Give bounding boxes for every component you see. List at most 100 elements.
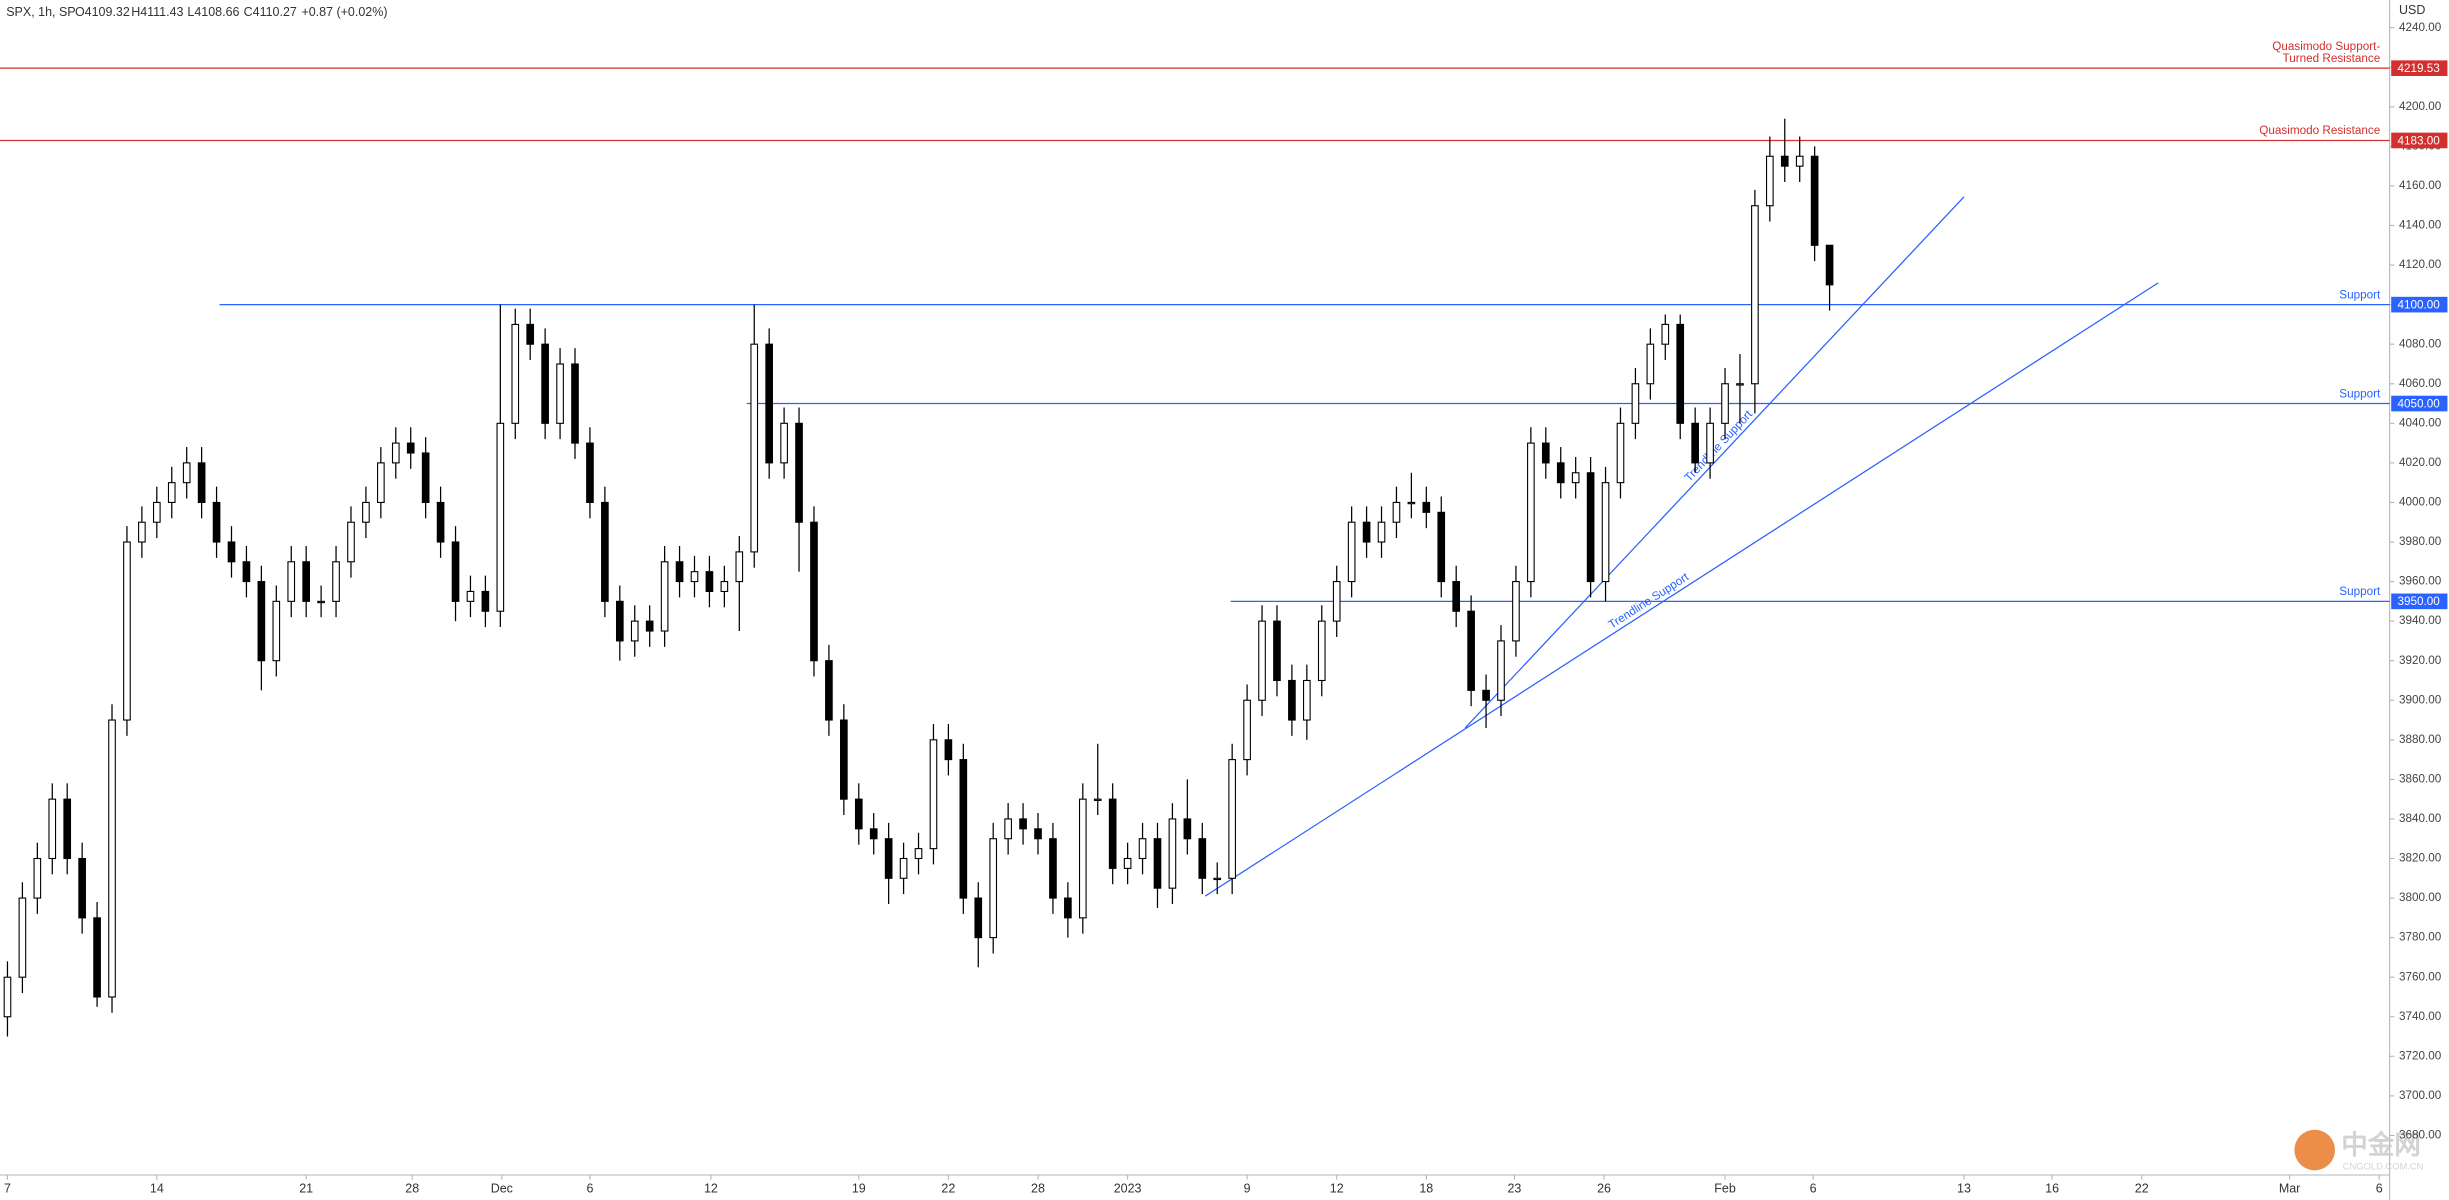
candle-body: [899, 857, 908, 879]
candle-body: [1153, 838, 1162, 889]
price-tag-label: 4219.53: [2397, 62, 2439, 75]
candle-body: [242, 561, 251, 583]
y-tick-label: 4000.00: [2399, 496, 2442, 509]
symbol: SPX, 1h, SP: [6, 5, 75, 19]
candle-body: [1601, 482, 1610, 583]
candle-body: [287, 561, 296, 602]
candle-body: [182, 462, 191, 484]
candle-body: [1721, 383, 1729, 424]
price-tag: [2391, 593, 2448, 610]
watermark-site: CNGOLD.COM.CN: [2343, 1162, 2424, 1172]
y-tick-label: 4120.00: [2399, 258, 2442, 271]
y-tick-label: 4240.00: [2399, 21, 2442, 34]
candle-body: [1616, 422, 1625, 484]
candle-body: [914, 848, 923, 860]
price-tag-label: 4100.00: [2397, 299, 2440, 312]
x-tick-label: 6: [2376, 1181, 2383, 1195]
candle-body: [93, 917, 101, 998]
candle-body: [1258, 620, 1266, 701]
candle-body: [1482, 689, 1490, 701]
candle-body: [257, 581, 266, 662]
candle-body: [1556, 462, 1565, 484]
candle-body: [1780, 155, 1789, 167]
candle-body: [556, 363, 564, 424]
candle-body: [1661, 323, 1670, 345]
level-label: Support: [2339, 387, 2381, 400]
candle-body: [391, 442, 400, 464]
watermark-logo: [2294, 1129, 2335, 1171]
candle-body: [690, 571, 699, 583]
candle-body: [1691, 422, 1699, 464]
candle-body: [1766, 155, 1774, 207]
candle-body: [1138, 838, 1147, 860]
price-tag: [2391, 60, 2448, 76]
candle-body: [1123, 857, 1132, 869]
candle-body: [1078, 798, 1087, 919]
candle-body: [451, 541, 460, 602]
candle-body: [929, 739, 938, 850]
candle-body: [3, 976, 12, 1018]
candle-body: [1795, 155, 1804, 167]
x-tick-label: Feb: [1714, 1181, 1736, 1195]
y-tick-label: 4020.00: [2399, 456, 2442, 469]
candle-body: [1736, 383, 1744, 386]
candle-body: [1004, 818, 1012, 840]
candle-body: [272, 600, 281, 662]
level-label: Support: [2339, 288, 2381, 301]
y-tick-label: 3980.00: [2399, 535, 2442, 548]
candles: [3, 118, 1834, 1037]
candle-body: [1183, 818, 1192, 840]
level-label: Quasimodo Support-: [2272, 40, 2380, 53]
candle-body: [660, 561, 669, 632]
candle-body: [332, 561, 340, 602]
ohlc-low: L4108.66: [187, 5, 239, 19]
change: +0.87 (+0.02%): [301, 5, 387, 19]
candle-body: [541, 343, 549, 424]
candle-body: [869, 828, 878, 840]
price-tag: [2391, 296, 2448, 313]
candle-body: [601, 501, 609, 602]
level-label: Turned Resistance: [2283, 52, 2381, 65]
x-tick-label: 6: [586, 1181, 593, 1195]
candle-body: [645, 620, 654, 632]
y-tick-label: 3800.00: [2399, 891, 2442, 904]
y-tick-label: 4200.00: [2399, 100, 2442, 113]
candle-body: [795, 422, 803, 523]
candle-body: [1422, 501, 1431, 513]
x-tick-label: 7: [4, 1181, 11, 1195]
candle-body: [167, 482, 176, 503]
candle-body: [436, 501, 445, 543]
candle-body: [108, 719, 116, 998]
y-tick-label: 4140.00: [2399, 219, 2442, 232]
candle-body: [526, 323, 535, 345]
y-tick-label: 3780.00: [2399, 931, 2442, 944]
watermark: 中金网 CNGOLD.COM.CN: [2294, 1129, 2424, 1172]
price-tag-label: 3950.00: [2397, 595, 2440, 608]
trendline: [1204, 282, 2159, 897]
level-label: Quasimodo Resistance: [2259, 124, 2380, 137]
candle-body: [377, 462, 385, 503]
x-tick-label: 26: [1597, 1181, 1611, 1195]
y-tick-label: 4160.00: [2399, 179, 2442, 192]
candle-body: [197, 462, 206, 503]
candle-body: [705, 571, 714, 593]
candle-body: [780, 422, 788, 464]
x-tick-label: 2023: [1114, 1181, 1142, 1195]
candle-body: [1347, 521, 1356, 583]
candle-body: [615, 600, 624, 642]
candle-body: [1437, 511, 1446, 583]
candle-body: [1377, 521, 1386, 543]
y-tick-label: 3680.00: [2399, 1129, 2442, 1142]
y-tick-label: 3820.00: [2399, 852, 2442, 865]
candle-body: [1273, 620, 1281, 682]
y-tick-label: 4060.00: [2399, 377, 2442, 390]
candle-body: [1407, 501, 1416, 505]
candle-body: [152, 501, 161, 523]
x-tick-label: 22: [2135, 1181, 2149, 1195]
candle-body: [974, 897, 983, 939]
candle-body: [1706, 422, 1714, 464]
x-tick-label: Mar: [2279, 1181, 2301, 1195]
candle-body: [571, 363, 579, 444]
y-tick-label: 3720.00: [2399, 1049, 2442, 1062]
